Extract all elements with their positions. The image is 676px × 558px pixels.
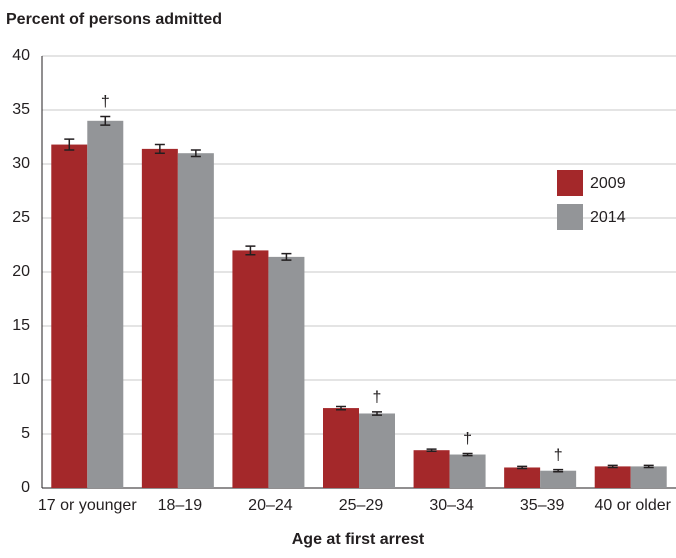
x-tick-label: 30–34: [429, 497, 474, 514]
x-tick-label: 18–19: [158, 497, 203, 514]
y-tick-label: 25: [12, 209, 30, 226]
error-bar: [553, 468, 564, 473]
bar: [51, 144, 88, 488]
bar: [594, 466, 631, 488]
annotation: †: [101, 94, 110, 111]
y-tick-label: 10: [12, 371, 30, 388]
legend-swatch: [557, 170, 583, 196]
annotation: †: [554, 447, 563, 464]
x-tick-label: 25–29: [339, 497, 384, 514]
y-tick-label: 30: [12, 155, 30, 172]
x-tick-label: 20–24: [248, 497, 293, 514]
annotation: †: [463, 431, 472, 448]
bar: [232, 250, 269, 488]
bar: [87, 120, 124, 489]
error-bar: [462, 452, 473, 457]
y-tick-label: 20: [12, 263, 30, 280]
bar: [540, 470, 577, 488]
x-tick-label: 40 or older: [594, 497, 671, 514]
legend-swatch: [557, 204, 583, 230]
y-tick-label: 40: [12, 47, 30, 64]
x-tick-label: 17 or younger: [38, 497, 137, 514]
bar: [630, 466, 667, 488]
bar: [268, 256, 305, 488]
error-bar: [517, 465, 528, 470]
error-bar: [64, 138, 75, 151]
error-bar: [336, 405, 346, 411]
error-bar: [100, 115, 111, 126]
y-tick-label: 15: [12, 317, 30, 334]
error-bar: [245, 245, 256, 256]
bar: [504, 467, 541, 488]
y-tick-label: 5: [21, 425, 30, 442]
bar: [413, 450, 450, 488]
bar: [323, 408, 359, 488]
bar: [141, 148, 178, 488]
error-bar: [426, 448, 437, 453]
bar: [449, 454, 486, 488]
error-bar: [281, 252, 292, 261]
x-axis-label: Age at first arrest: [292, 531, 425, 548]
error-bar: [643, 464, 654, 469]
y-tick-label: 0: [21, 479, 30, 496]
error-bar: [372, 411, 382, 416]
error-bar: [607, 464, 618, 469]
x-tick-label: 35–39: [520, 497, 565, 514]
bar: [177, 153, 214, 488]
legend-label: 2009: [590, 175, 626, 192]
error-bar: [154, 143, 165, 154]
error-bar: [190, 149, 201, 158]
legend-label: 2014: [590, 209, 626, 226]
chart-title: Percent of persons admitted: [6, 11, 222, 28]
y-tick-label: 35: [12, 101, 30, 118]
annotation: †: [373, 389, 382, 406]
bar: [359, 413, 395, 488]
